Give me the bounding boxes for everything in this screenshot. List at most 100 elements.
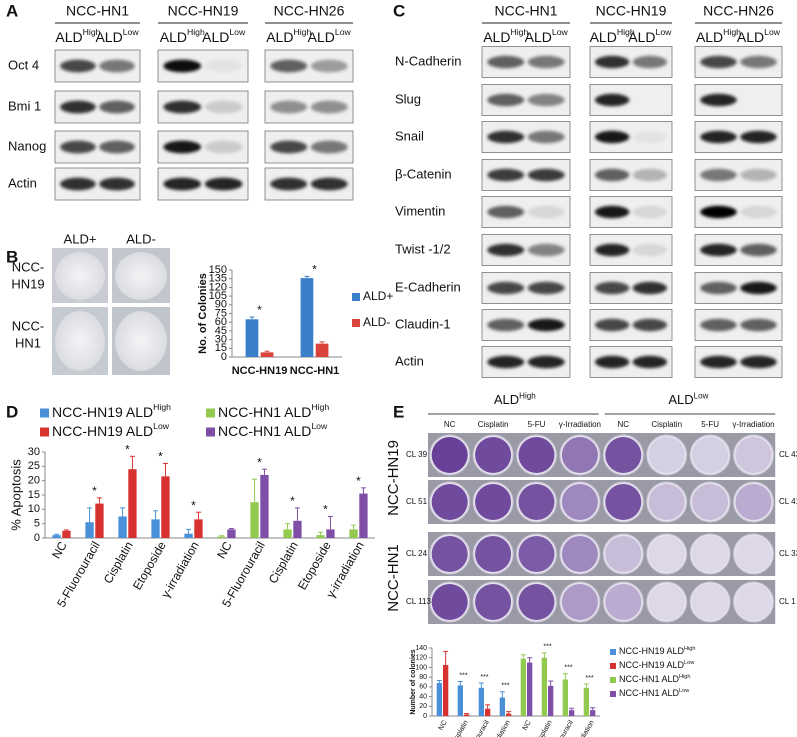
blot-band — [527, 205, 565, 219]
lane-header: ALDHigh — [590, 27, 635, 44]
plate-photos — [52, 248, 170, 375]
colonies — [431, 437, 468, 473]
lane-header: ALDLow — [525, 27, 569, 44]
blot-band — [632, 205, 668, 219]
blot-band — [270, 59, 308, 73]
legend-entry-base: NCC-HN19 ALD — [52, 423, 153, 439]
legend-entry: NCC-HN19 ALDLow — [619, 660, 695, 670]
plate — [646, 533, 688, 575]
legend-entry: NCC-HN19 ALDHigh — [619, 646, 696, 656]
bar — [562, 679, 568, 716]
lane-header-sup: Low — [123, 27, 140, 37]
x-tick-label: Cisplatin — [450, 719, 470, 737]
blot-band — [700, 318, 737, 332]
blot-band — [204, 177, 243, 191]
blot-band — [60, 140, 96, 154]
blot-band — [700, 168, 737, 182]
lane-header-sup: High — [293, 27, 311, 37]
blot-band — [60, 100, 96, 114]
blot-band — [594, 205, 630, 219]
plate — [602, 533, 644, 575]
blot-band — [163, 177, 202, 191]
significance-mark: * — [323, 503, 328, 517]
clone-label: CL 33 — [779, 549, 797, 558]
cell-line-label: NCC-HN19 — [385, 440, 402, 516]
legend-entry-base: NCC-HN1 ALD — [619, 688, 680, 698]
bar — [161, 476, 170, 538]
photo-plate — [55, 252, 105, 300]
bar — [541, 657, 547, 716]
legend-entry-sup: High — [679, 674, 690, 680]
bar — [527, 662, 533, 716]
bar — [118, 516, 127, 538]
colonies — [431, 484, 468, 520]
legend-swatch — [610, 691, 616, 697]
lane-header-sup: High — [187, 27, 205, 37]
row-label: N-Cadherin — [395, 53, 461, 68]
significance-mark: * — [125, 442, 130, 456]
lane-header-base: ALD — [160, 29, 187, 45]
legend-entry-base: NCC-HN19 ALD — [619, 660, 685, 670]
significance-mark: * — [92, 484, 97, 498]
row-label: Actin — [395, 353, 424, 368]
y-axis-title: No. of Colonies — [197, 273, 209, 354]
plate — [689, 581, 731, 623]
blot-band — [700, 205, 737, 219]
blot-band — [740, 130, 777, 144]
colonies — [605, 437, 642, 473]
x-tick-label: Cisplatin — [534, 719, 554, 737]
treatment-label: NC — [444, 420, 456, 429]
lane-header-base: ALD — [737, 29, 764, 45]
lane-header: ALDHigh — [483, 27, 528, 44]
lane-header: ALDLow — [308, 27, 352, 44]
legend-entry-sup: Low — [679, 688, 690, 694]
y-tick-label: 30 — [28, 446, 40, 458]
blot-band — [632, 55, 668, 69]
legend-swatch — [352, 319, 360, 327]
legend-swatch — [206, 427, 215, 437]
y-tick-label: 40 — [419, 693, 427, 700]
colonies — [561, 584, 598, 620]
blot-band — [99, 59, 135, 73]
blot-band — [270, 140, 308, 154]
legend-swatch — [352, 293, 360, 301]
treatment-label: 5-FU — [701, 420, 719, 429]
legend-entry: NCC-HN1 ALDHigh — [218, 402, 329, 419]
treatment-label: 5-FU — [528, 420, 546, 429]
colonies — [735, 484, 772, 520]
clone-label: CL 113 — [406, 597, 431, 606]
group-header: NCC-HN26 — [703, 3, 774, 19]
blot-band — [700, 93, 737, 107]
significance-mark: * — [312, 263, 317, 277]
condition-header-sup: Low — [694, 392, 709, 401]
bar — [316, 535, 325, 538]
colonies — [475, 437, 512, 473]
y-tick-label: 0 — [34, 532, 40, 544]
bar — [283, 529, 292, 538]
bar — [95, 503, 104, 538]
blot-band — [594, 281, 630, 295]
bar — [499, 697, 505, 716]
blot-band — [527, 55, 565, 69]
significance-mark: *** — [585, 675, 593, 682]
legend-entry: NCC-HN19 ALDLow — [52, 421, 170, 438]
blot-band — [163, 100, 202, 114]
bar — [436, 682, 442, 716]
treatment-label: NC — [618, 420, 630, 429]
treatment-label: Cisplatin — [478, 420, 509, 429]
blot-band — [594, 168, 630, 182]
image-column-label: ALD- — [126, 231, 156, 246]
x-tick-label: γ-irradiation — [571, 719, 595, 737]
blot-band — [700, 243, 737, 257]
blot-band — [99, 177, 135, 191]
x-tick-label: γ-irradiation — [487, 719, 511, 737]
blot-band — [487, 243, 525, 257]
image-row-label: HN1 — [15, 335, 41, 350]
blot-band — [527, 168, 565, 182]
blot-band — [527, 318, 565, 332]
y-tick-label: 10 — [28, 503, 40, 515]
group-header: NCC-HN1 — [495, 3, 558, 19]
row-label: Snail — [395, 128, 424, 143]
blot-band — [740, 355, 777, 369]
condition-header-sup: High — [519, 392, 536, 401]
